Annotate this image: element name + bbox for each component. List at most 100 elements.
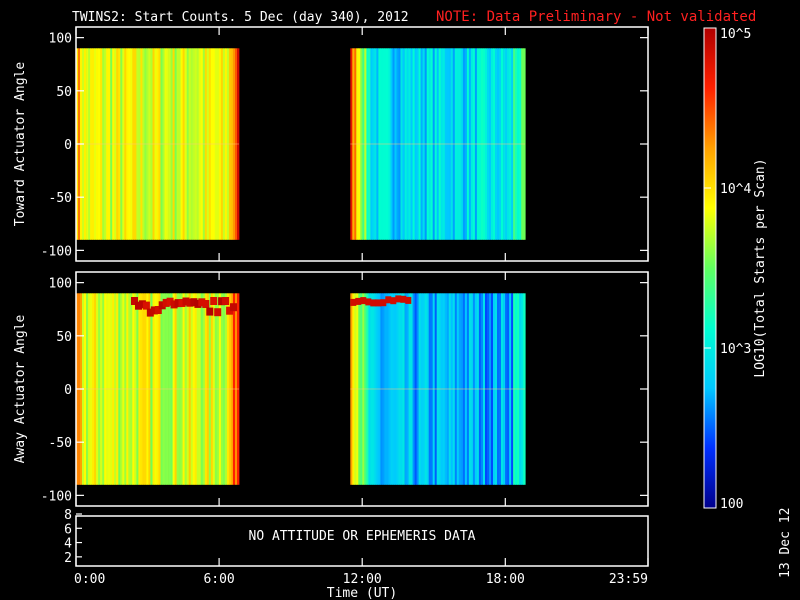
heatmap-column (354, 48, 357, 240)
heatmap-column (214, 48, 218, 240)
hot-band-cell (222, 297, 230, 305)
heatmap-column (232, 48, 236, 240)
heatmap-column (384, 293, 387, 485)
heatmap-column (521, 293, 524, 485)
heatmap-column (100, 293, 103, 485)
heatmap-column (519, 293, 522, 485)
heatmap-column (214, 293, 218, 485)
heatmap-column (360, 293, 363, 485)
heatmap-column (426, 48, 430, 240)
hot-band-cell (138, 300, 146, 309)
colorbar-tick-label: 100 (720, 497, 743, 512)
heatmap-column (468, 48, 472, 240)
heatmap-column (138, 48, 141, 240)
heatmap-column (454, 293, 458, 485)
heatmap-column (382, 293, 385, 485)
heatmap-column (152, 48, 155, 240)
heatmap-column (362, 48, 365, 240)
heatmap-column (400, 293, 403, 485)
heatmap-column (98, 293, 101, 485)
heatmap-column (428, 293, 432, 485)
hot-band-cell (182, 297, 190, 306)
heatmap-column (188, 293, 192, 485)
heatmap-column (452, 293, 456, 485)
heatmap-column (110, 293, 113, 485)
hot-band-cell (375, 299, 382, 307)
heatmap-column (519, 48, 522, 240)
heatmap-column (106, 48, 109, 240)
heatmap-column (190, 293, 194, 485)
heatmap-column (136, 293, 139, 485)
heatmap-column (154, 48, 157, 240)
toward-y-axis: 100 50 0 -50 -100 (41, 32, 648, 259)
heatmap-column (136, 48, 139, 240)
hot-band-cell (190, 298, 198, 307)
ephemeris-x-ticks (75, 558, 649, 566)
heatmap-column (396, 293, 399, 485)
heatmap-column (446, 48, 450, 240)
heatmap-column (92, 293, 95, 485)
y-tick-label: -50 (49, 436, 72, 451)
heatmap-column (497, 293, 500, 485)
heatmap-column (235, 293, 238, 485)
heatmap-column (110, 48, 113, 240)
heatmap-column (172, 293, 175, 485)
hot-band-cell (142, 301, 150, 310)
heatmap-column (230, 293, 234, 485)
heatmap-column (350, 48, 353, 240)
heatmap-column (418, 48, 421, 240)
heatmap-column (124, 48, 127, 240)
heatmap-column (442, 48, 446, 240)
heatmap-column (220, 48, 224, 240)
heatmap-column (114, 293, 117, 485)
heatmap-column (130, 293, 133, 485)
heatmap-column (208, 48, 212, 240)
heatmap-column (517, 293, 520, 485)
heatmap-column (476, 293, 480, 485)
heatmap-column (224, 293, 228, 485)
heatmap-column (368, 293, 371, 485)
heatmap-column (501, 293, 504, 485)
heatmap-column (422, 293, 425, 485)
heatmap-column (126, 48, 129, 240)
heatmap-column (228, 48, 232, 240)
away-y-label: Away Actuator Angle (13, 314, 28, 463)
y-tick-label: 100 (49, 32, 72, 47)
y-tick-label: -100 (41, 244, 72, 259)
hot-band-cell (360, 297, 367, 305)
x-tick-label: 12:00 (343, 572, 382, 587)
heatmap-column (444, 48, 448, 240)
heatmap-column (96, 48, 99, 240)
hot-band-cell (210, 297, 218, 305)
heatmap-column (495, 48, 498, 240)
heatmap-column (370, 293, 373, 485)
heatmap-column (430, 48, 434, 240)
heatmap-column (396, 48, 399, 240)
heatmap-column (224, 48, 228, 240)
heatmap-column (180, 293, 183, 485)
heatmap-column (202, 48, 206, 240)
heatmap-column (432, 293, 436, 485)
heatmap-column (422, 48, 425, 240)
hot-band-cell (131, 297, 138, 305)
y-tick-label: 50 (56, 330, 72, 345)
hot-band-cell (202, 300, 210, 308)
heatmap-column (408, 293, 411, 485)
heatmap-column (489, 48, 492, 240)
heatmap-column (507, 48, 510, 240)
heatmap-column (503, 293, 506, 485)
heatmap-column (474, 48, 478, 240)
heatmap-column (382, 48, 385, 240)
heatmap-column (120, 48, 123, 240)
heatmap-column (172, 48, 175, 240)
heatmap-column (414, 293, 417, 485)
heatmap-column (356, 48, 359, 240)
heatmap-column (412, 293, 415, 485)
y-tick-label: 6 (64, 522, 72, 537)
hot-band-cell (206, 307, 214, 316)
heatmap-column (194, 293, 198, 485)
heatmap-column (442, 293, 446, 485)
heatmap-column (212, 48, 216, 240)
heatmap-column (132, 293, 135, 485)
hot-band-cell (226, 306, 234, 315)
